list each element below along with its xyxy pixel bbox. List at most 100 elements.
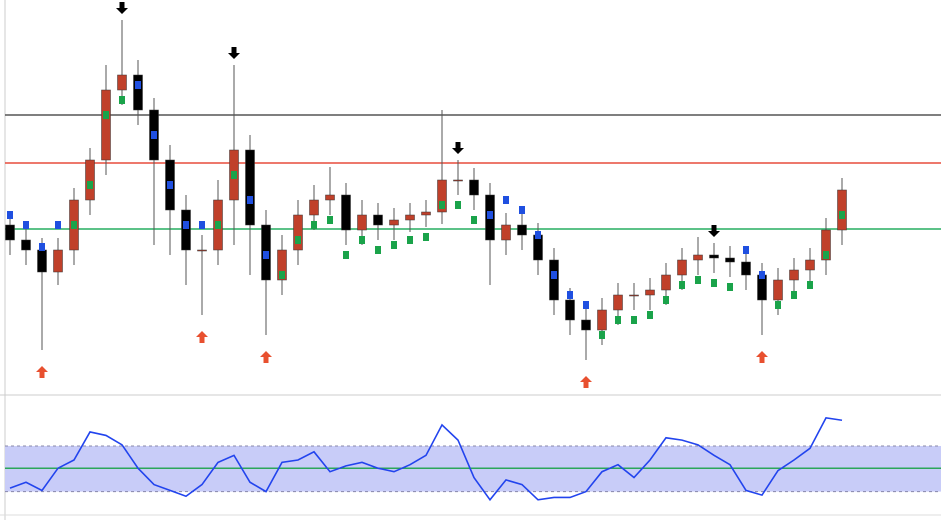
candle-body (293, 214, 303, 251)
candle-body (181, 209, 191, 251)
candle-body (37, 249, 47, 273)
trend-dot (391, 241, 397, 249)
candle-body (773, 279, 783, 301)
trend-dot (535, 231, 541, 239)
candle-body (133, 74, 143, 111)
candle-body (629, 294, 639, 297)
trend-dot (487, 211, 493, 219)
trend-dot (327, 216, 333, 224)
sell-arrow (228, 47, 240, 59)
trend-dot (167, 181, 173, 189)
candle-body (597, 309, 607, 331)
trend-dot (71, 221, 77, 229)
trend-dot (567, 291, 573, 299)
sell-arrow (116, 2, 128, 14)
trend-dot (279, 271, 285, 279)
candle-body (693, 254, 703, 261)
candle-body (661, 274, 671, 291)
trend-dot (407, 236, 413, 244)
buy-arrow (580, 376, 592, 388)
oscillator-line (9, 417, 843, 502)
trend-dot (551, 271, 557, 279)
candle-body (117, 74, 127, 91)
trend-dot (807, 281, 813, 289)
trend-dot (791, 291, 797, 299)
candle-body (309, 199, 319, 216)
candle-body (437, 179, 447, 213)
candle-body (501, 224, 511, 241)
trend-dot (295, 236, 301, 244)
trend-dot (375, 246, 381, 254)
candle-body (325, 194, 335, 201)
sell-arrow (708, 225, 720, 237)
buy-arrow (260, 351, 272, 363)
trend-dot (695, 276, 701, 284)
candle-body (405, 214, 415, 221)
candle-body (357, 214, 367, 231)
candle-body (21, 239, 31, 251)
trend-dot (23, 221, 29, 229)
trend-dot (599, 331, 605, 339)
candle-body (277, 249, 287, 281)
trend-dot (727, 283, 733, 291)
trend-dot (503, 196, 509, 204)
trend-dot (135, 81, 141, 89)
candle-body (677, 259, 687, 276)
candle-body (789, 269, 799, 281)
candle-body (549, 259, 559, 301)
trend-dot (439, 201, 445, 209)
trend-dot (663, 296, 669, 304)
candle-body (837, 189, 847, 231)
candle-body (85, 159, 95, 201)
trend-dot (823, 251, 829, 259)
trend-dot (631, 316, 637, 324)
trend-dot (711, 279, 717, 287)
candle-body (725, 257, 735, 263)
candle-body (517, 224, 527, 236)
candle-body (741, 261, 751, 276)
trend-dot (199, 221, 205, 229)
trend-dot (263, 251, 269, 259)
trend-dot (151, 131, 157, 139)
trend-dot (471, 216, 477, 224)
candle-body (101, 89, 111, 161)
trend-dot (359, 236, 365, 244)
trend-dot (247, 196, 253, 204)
trend-dot (455, 201, 461, 209)
trend-dot (615, 316, 621, 324)
candle-body (821, 229, 831, 261)
candle-body (581, 319, 591, 331)
trend-dot (119, 96, 125, 104)
buy-arrow (36, 366, 48, 378)
candle-body (805, 259, 815, 271)
candle-body (709, 254, 719, 259)
trend-dot (519, 206, 525, 214)
candle-body (197, 249, 207, 252)
candle-body (613, 294, 623, 311)
trend-dot (343, 251, 349, 259)
trend-dot (183, 221, 189, 229)
candle-body (245, 149, 255, 226)
candle-body (53, 249, 63, 273)
candle-body (645, 289, 655, 296)
trend-dot (103, 111, 109, 119)
candle-body (453, 179, 463, 182)
candle-body (389, 219, 399, 226)
trend-dot (39, 243, 45, 251)
trend-dot (7, 211, 13, 219)
candle-body (373, 214, 383, 226)
candle-body (341, 194, 351, 231)
trend-dot (679, 281, 685, 289)
trend-dot (231, 171, 237, 179)
trend-dot (311, 221, 317, 229)
buy-arrow (756, 351, 768, 363)
trend-dot (87, 181, 93, 189)
trend-dot (215, 221, 221, 229)
candle-body (469, 179, 479, 196)
sell-arrow (452, 142, 464, 154)
trend-dot (423, 233, 429, 241)
trend-dot (775, 301, 781, 309)
candle-body (5, 224, 15, 241)
